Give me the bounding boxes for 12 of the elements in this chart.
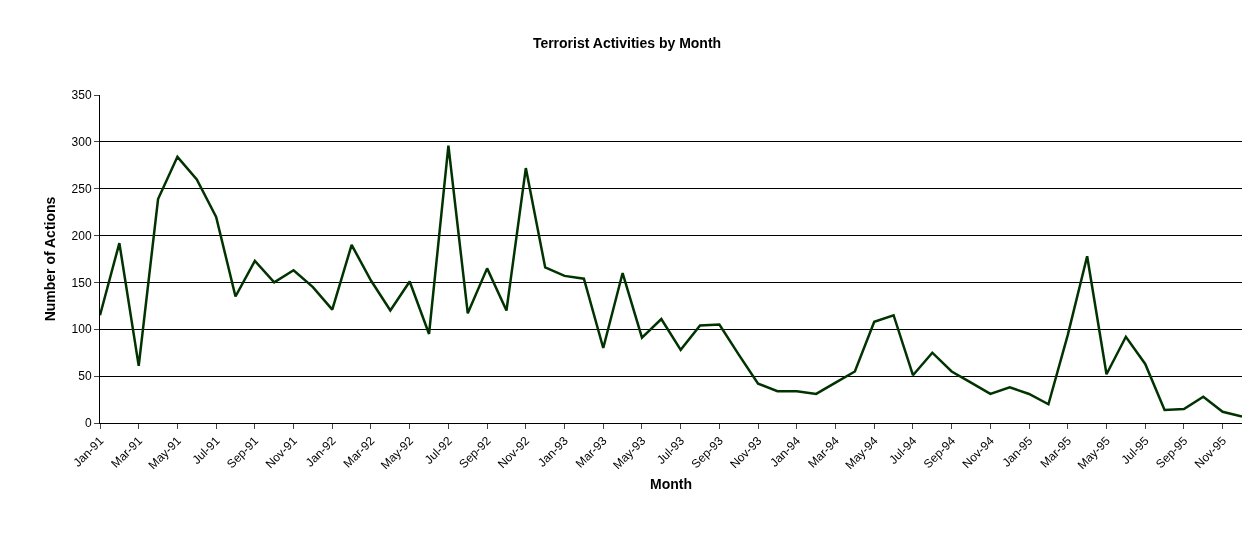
y-tick-label: 150 [71, 275, 92, 290]
line-series [100, 144, 1242, 418]
x-axis-title: Month [650, 476, 692, 493]
y-axis-title: Number of Actions [42, 196, 59, 322]
y-tick-label: 250 [71, 181, 92, 196]
y-tick-label: 200 [71, 228, 92, 243]
chart-title: Terrorist Activities by Month [532, 34, 722, 51]
y-tick-label: 100 [71, 322, 92, 337]
y-tick-label: 50 [78, 369, 92, 384]
y-tick-label: 0 [84, 416, 92, 431]
y-tick-label: 350 [71, 88, 92, 103]
y-tick-label: 300 [71, 135, 92, 150]
